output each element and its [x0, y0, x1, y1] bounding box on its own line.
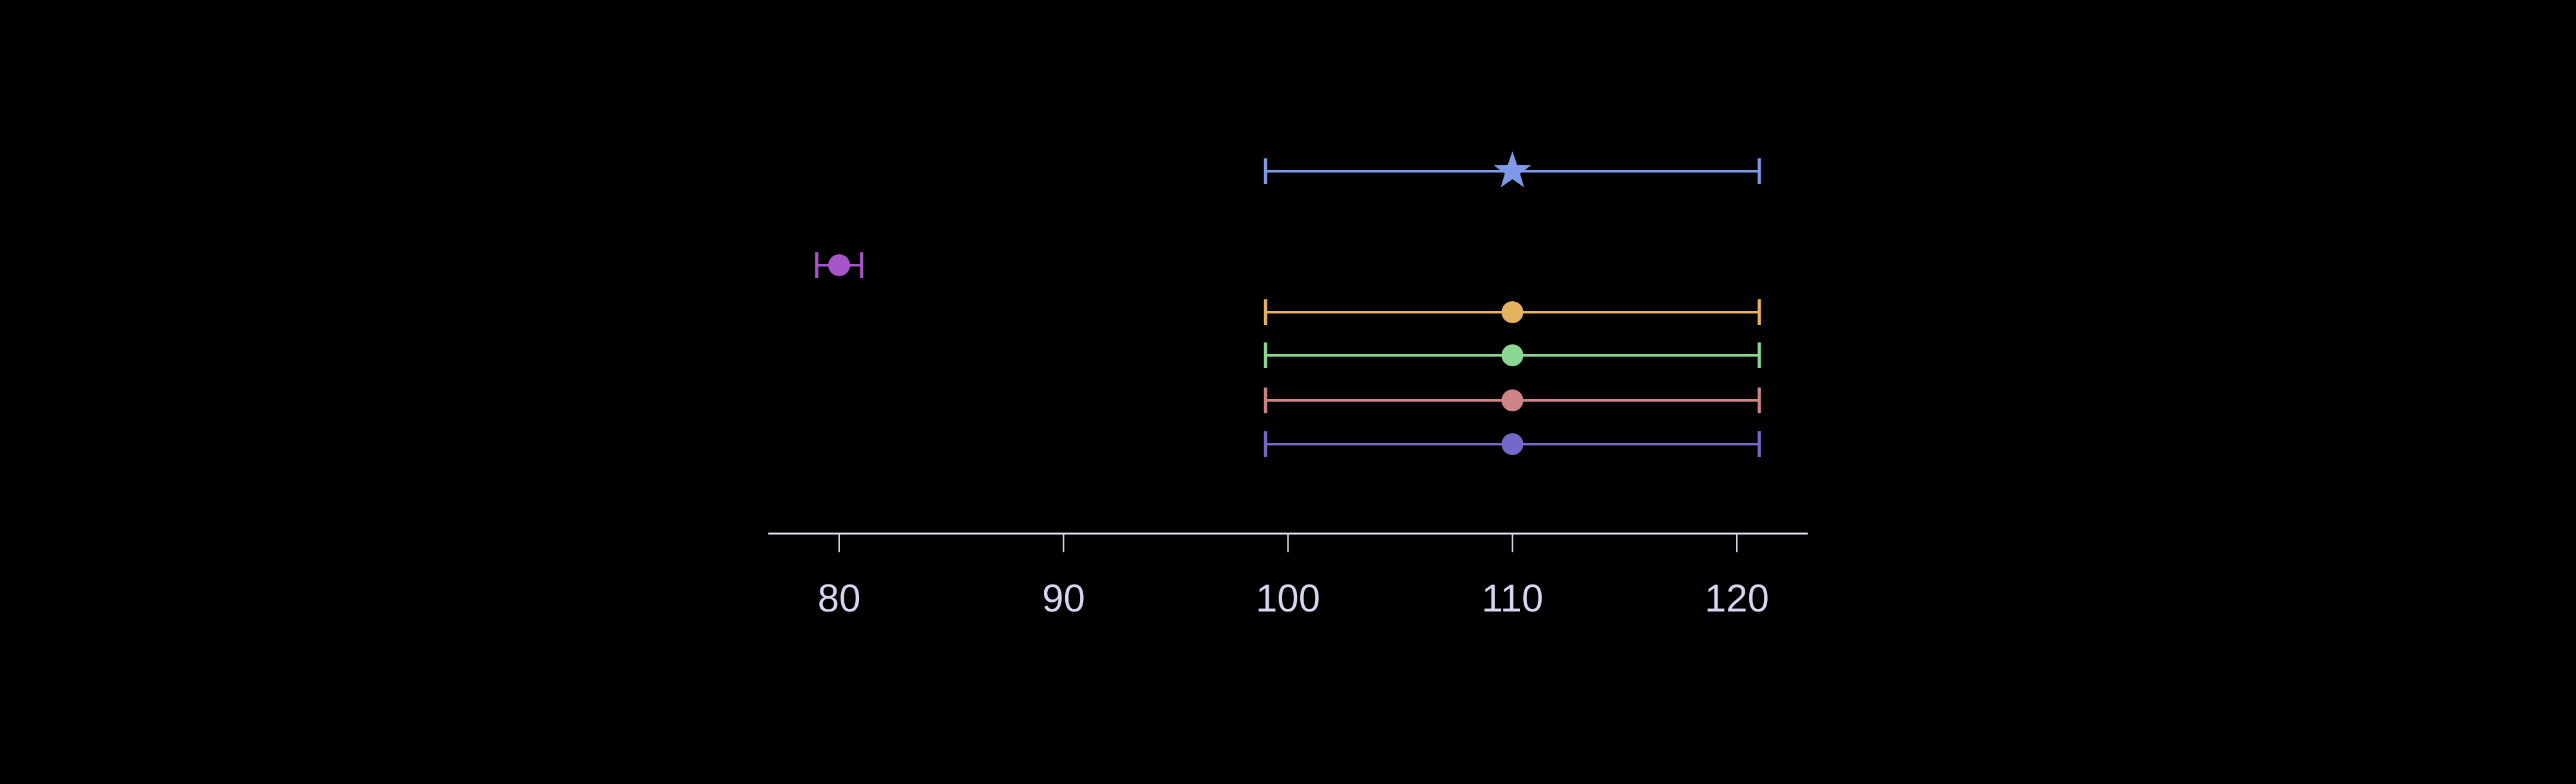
green-dot-marker-circle [1501, 344, 1524, 366]
x-tick-label: 120 [1705, 577, 1769, 620]
x-tick-label: 100 [1256, 577, 1320, 620]
red-dot-marker-circle [1501, 389, 1524, 411]
x-tick-label: 110 [1482, 577, 1544, 620]
orange-dot-marker-circle [1501, 301, 1524, 323]
magenta-dot-marker-circle [828, 254, 850, 276]
blue-star-marker-star-icon [1493, 151, 1531, 188]
x-tick-label: 90 [1042, 577, 1085, 620]
x-tick-label: 80 [818, 577, 861, 620]
purple-dot-marker-circle [1501, 433, 1524, 455]
